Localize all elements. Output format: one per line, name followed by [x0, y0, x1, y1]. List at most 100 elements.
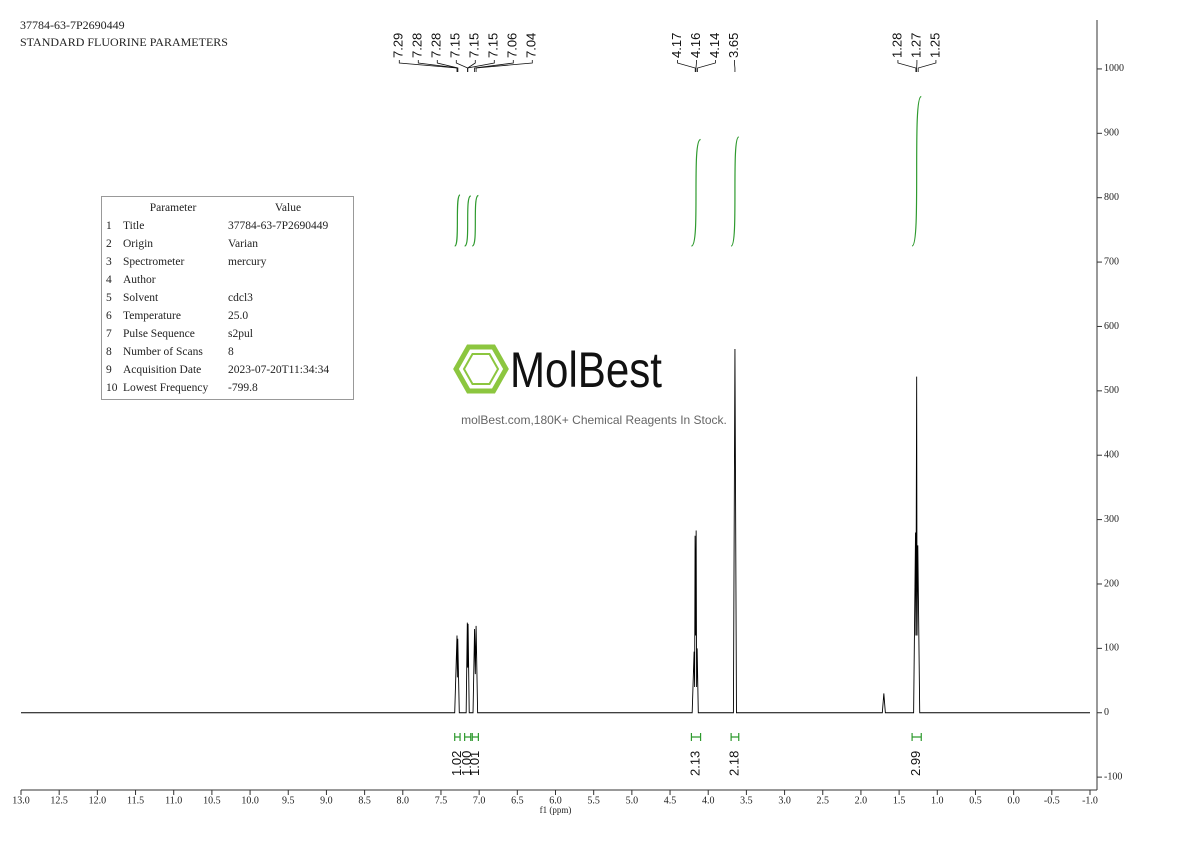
- table-cell: 3: [106, 256, 112, 268]
- x-tick-label: 9.5: [282, 795, 295, 806]
- peak-label: 7.04: [524, 33, 539, 58]
- x-tick-label: -0.5: [1044, 795, 1060, 806]
- table-cell: Pulse Sequence: [123, 328, 195, 340]
- y-tick-label: 100: [1104, 643, 1119, 654]
- x-tick-label: 5.0: [626, 795, 639, 806]
- integral-label: 2.99: [908, 751, 923, 776]
- x-tick-label: 2.0: [855, 795, 868, 806]
- peak-connector: [677, 60, 696, 72]
- table-row: 9 Acquisition Date 2023-07-20T11:34:34: [102, 361, 353, 379]
- peak-label: 7.15: [486, 33, 501, 58]
- peak-label: 1.27: [908, 33, 923, 58]
- peak-label: 4.17: [669, 33, 684, 58]
- peak-connector: [734, 60, 736, 72]
- x-tick-label: 11.0: [165, 795, 182, 806]
- table-row: 7 Pulse Sequence s2pul: [102, 325, 353, 343]
- y-tick-label: 800: [1104, 192, 1119, 203]
- integral-bracket: [471, 733, 479, 741]
- peak-label: 4.16: [688, 33, 703, 58]
- peak-label: 1.25: [927, 33, 942, 58]
- column-header: Value: [274, 202, 302, 214]
- y-tick-label: 300: [1104, 514, 1119, 525]
- table-cell: Lowest Frequency: [123, 382, 209, 394]
- x-tick-label: 12.0: [89, 795, 107, 806]
- x-tick-label: 8.5: [358, 795, 371, 806]
- integral-label: 1.01: [467, 751, 482, 776]
- integral-curve: [730, 136, 740, 247]
- integral-bracket: [690, 733, 702, 741]
- peak-connector: [436, 60, 459, 72]
- table-cell: -799.8: [228, 382, 258, 394]
- integral-label: 2.13: [687, 751, 702, 776]
- table-cell: Solvent: [123, 292, 159, 304]
- integral-bracket: [454, 733, 461, 741]
- x-tick-label: 1.5: [893, 795, 906, 806]
- table-row: 3 Spectrometer mercury: [102, 253, 353, 271]
- table-cell: 8: [106, 346, 112, 358]
- table-cell: Spectrometer: [123, 256, 185, 268]
- y-tick-label: 400: [1104, 450, 1119, 461]
- peak-connector: [467, 60, 476, 72]
- peak-connector: [917, 60, 937, 72]
- table-row: 10 Lowest Frequency -799.8: [102, 379, 353, 397]
- x-tick-label: -1.0: [1082, 795, 1098, 806]
- integral-curve: [690, 138, 702, 247]
- spectrum-subtitle: STANDARD FLUORINE PARAMETERS: [20, 35, 228, 49]
- x-tick-label: 0.0: [1007, 795, 1020, 806]
- table-cell: 2: [106, 238, 112, 250]
- table-cell: Title: [123, 220, 145, 232]
- x-tick-label: 5.5: [587, 795, 600, 806]
- x-tick-label: 6.0: [549, 795, 562, 806]
- x-tick-label: 3.5: [740, 795, 753, 806]
- spectrum-line: [21, 348, 1090, 714]
- table-cell: cdcl3: [228, 292, 253, 304]
- x-tick-label: 6.5: [511, 795, 524, 806]
- x-tick-label: 13.0: [12, 795, 30, 806]
- integral-curve: [454, 194, 461, 247]
- peak-label: 7.29: [391, 33, 406, 58]
- x-tick-label: 7.0: [473, 795, 486, 806]
- peak-connector: [398, 60, 458, 72]
- table-row: 4 Author: [102, 271, 353, 289]
- table-row: 1 Title 37784-63-7P2690449: [102, 217, 353, 235]
- peak-connector: [697, 60, 716, 72]
- table-cell: Temperature: [123, 310, 181, 322]
- spectrum-title: 37784-63-7P2690449: [20, 18, 125, 32]
- logo: MolBest molBest.com,180K+ Chemical Reage…: [453, 342, 727, 427]
- table-cell: Origin: [123, 238, 154, 250]
- x-tick-label: 4.5: [664, 795, 677, 806]
- x-tick-label: 4.0: [702, 795, 715, 806]
- x-tick-label: 9.0: [320, 795, 333, 806]
- table-cell: Author: [123, 274, 156, 286]
- table-row: 6 Temperature 25.0: [102, 307, 353, 325]
- integral-curve: [471, 194, 479, 247]
- x-axis-label: f1 (ppm): [540, 805, 572, 815]
- table-cell: Acquisition Date: [123, 364, 202, 376]
- x-tick-label: 8.0: [397, 795, 410, 806]
- y-tick-label: 200: [1104, 578, 1119, 589]
- table-row: 2 Origin Varian: [102, 235, 353, 253]
- x-tick-label: 1.0: [931, 795, 944, 806]
- peak-connector: [467, 60, 495, 72]
- table-cell: 8: [228, 346, 234, 358]
- peak-label: 7.28: [429, 33, 444, 58]
- table-cell: 4: [106, 274, 112, 286]
- table-cell: 6: [106, 310, 112, 322]
- table-cell: mercury: [228, 256, 267, 268]
- table-cell: 9: [106, 364, 112, 376]
- peak-label: 1.28: [889, 33, 904, 58]
- peak-connector: [897, 60, 917, 72]
- logo-ring: [462, 353, 500, 385]
- integral-label: 2.18: [726, 751, 741, 776]
- y-tick-label: 1000: [1104, 63, 1124, 74]
- column-header: Parameter: [149, 202, 197, 214]
- table-cell: 10: [106, 382, 118, 394]
- table-cell: 2023-07-20T11:34:34: [228, 364, 330, 376]
- table-cell: Varian: [228, 238, 259, 250]
- table-cell: 25.0: [228, 310, 249, 322]
- x-tick-label: 7.5: [435, 795, 448, 806]
- x-tick-label: 2.5: [817, 795, 830, 806]
- integral-label: 1.00: [459, 751, 474, 776]
- integral-label: 1.02: [449, 751, 464, 776]
